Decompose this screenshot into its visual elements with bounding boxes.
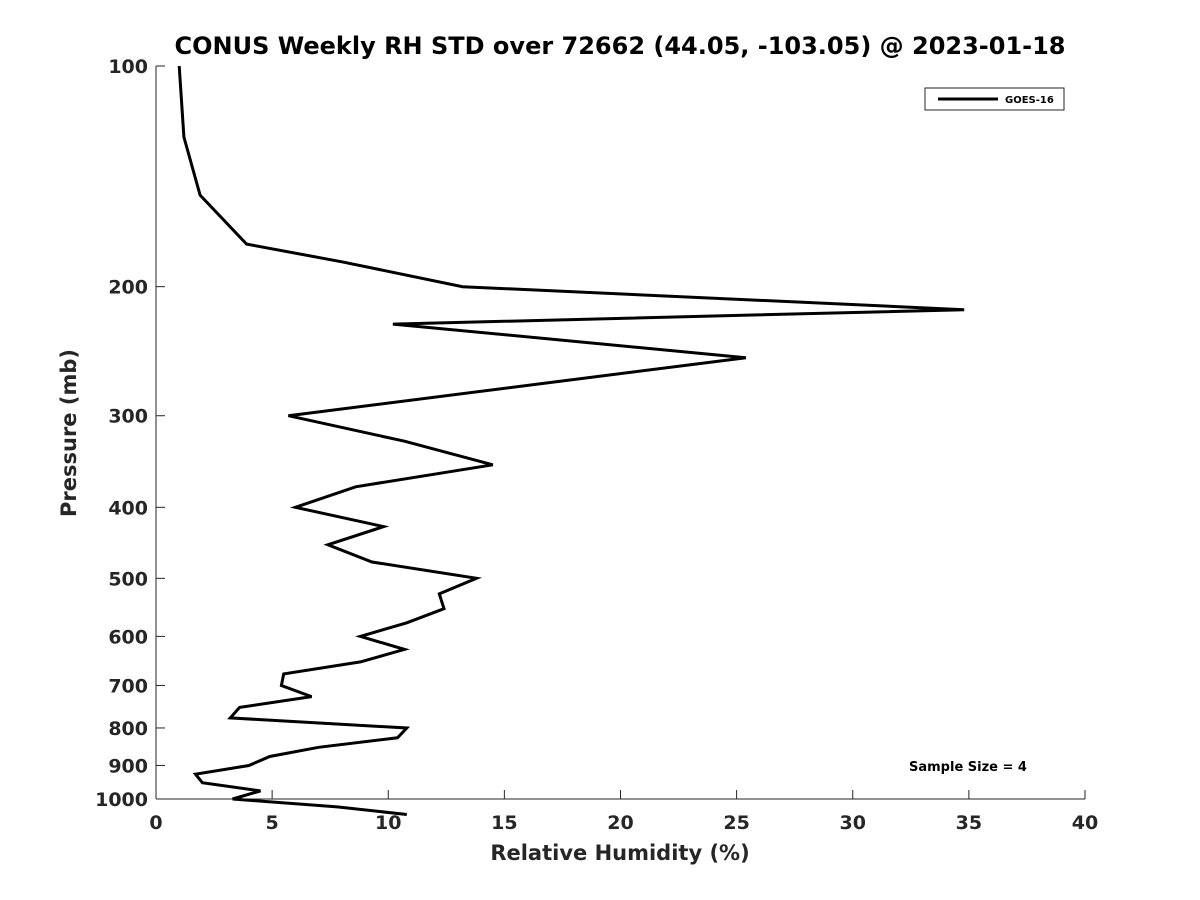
x-tick-label: 20 — [607, 812, 633, 834]
y-tick-label: 700 — [108, 675, 148, 697]
legend: GOES-16 — [924, 87, 1065, 111]
y-tick-label: 800 — [108, 718, 148, 740]
x-tick-label: 25 — [723, 812, 749, 834]
series-layer — [177, 65, 965, 816]
y-tick-label: 900 — [108, 755, 148, 777]
x-tick-label: 40 — [1072, 812, 1098, 834]
y-tick-label: 600 — [108, 626, 148, 648]
x-tick-label: 15 — [491, 812, 517, 834]
series-line-goes-16 — [177, 65, 965, 816]
y-tick-label: 300 — [108, 406, 148, 428]
y-tick-label: 100 — [108, 56, 148, 78]
y-ticks: 100 200 300 400 500 600 700 800 900 1000 — [95, 56, 165, 811]
y-axis-label: Pressure (mb) — [57, 349, 81, 517]
x-tick-label: 30 — [840, 812, 866, 834]
y-tick-label: 400 — [108, 497, 148, 519]
plot-area — [155, 66, 1085, 800]
chart-title: CONUS Weekly RH STD over 72662 (44.05, -… — [174, 32, 1065, 60]
y-tick-label: 500 — [108, 568, 148, 590]
y-tick-label: 200 — [108, 277, 148, 299]
x-tick-label: 10 — [375, 812, 401, 834]
legend-entry-goes-16: GOES-16 — [1005, 95, 1054, 106]
x-ticks: 0 5 10 15 20 25 30 35 40 — [149, 790, 1098, 834]
y-tick-label: 1000 — [95, 789, 148, 811]
x-tick-label: 35 — [956, 812, 982, 834]
x-tick-label: 0 — [149, 812, 162, 834]
x-tick-label: 5 — [266, 812, 279, 834]
sample-size-annotation: Sample Size = 4 — [909, 760, 1027, 775]
plot-frame — [156, 66, 1085, 799]
x-axis-label: Relative Humidity (%) — [490, 841, 749, 865]
